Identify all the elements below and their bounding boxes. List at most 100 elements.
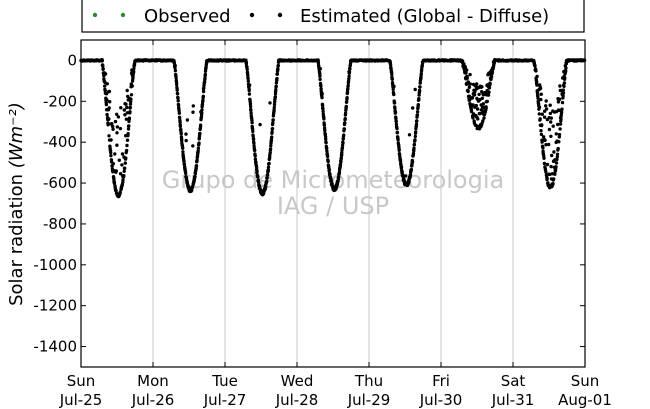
x-tick-label-date: Jul-26	[131, 391, 175, 409]
data-point	[392, 84, 396, 89]
data-point	[485, 99, 489, 104]
data-point	[276, 67, 280, 72]
data-point	[349, 59, 353, 63]
data-point	[121, 178, 125, 182]
data-point	[556, 122, 560, 127]
data-point	[557, 108, 561, 113]
data-point	[178, 116, 182, 120]
data-point	[552, 177, 556, 181]
data-point	[265, 176, 269, 180]
data-point	[107, 117, 111, 121]
data-point	[544, 104, 548, 108]
data-point	[111, 162, 116, 166]
data-point	[395, 130, 400, 135]
data-point	[181, 146, 185, 150]
data-point	[487, 90, 491, 94]
x-tick-label-weekday: Sat	[501, 372, 526, 390]
data-point	[122, 174, 126, 178]
data-point	[184, 171, 188, 176]
data-point	[320, 91, 324, 96]
data-point	[184, 132, 188, 136]
data-point	[244, 61, 249, 65]
data-point	[538, 117, 542, 121]
data-point	[173, 68, 178, 73]
data-point	[329, 179, 334, 183]
data-point	[103, 84, 107, 88]
data-point	[550, 153, 554, 158]
data-point	[122, 108, 127, 112]
data-point	[549, 120, 553, 124]
data-point	[414, 122, 419, 127]
data-point	[132, 69, 136, 74]
data-point	[340, 146, 345, 150]
data-point	[128, 105, 132, 110]
data-point	[533, 64, 537, 68]
data-point	[177, 109, 181, 113]
x-tick-label-weekday: Sun	[67, 372, 96, 390]
data-point	[325, 154, 330, 159]
data-point	[397, 148, 401, 152]
data-point	[412, 142, 417, 147]
data-point	[549, 164, 553, 169]
x-tick-label-weekday: Fri	[432, 372, 450, 390]
data-point	[488, 82, 492, 86]
data-point	[561, 88, 565, 92]
data-point	[391, 87, 395, 92]
data-point	[109, 150, 113, 155]
data-point	[340, 151, 344, 155]
data-point	[123, 166, 127, 170]
data-point	[416, 103, 420, 107]
data-point	[413, 134, 417, 139]
data-point	[109, 138, 113, 142]
data-point	[412, 149, 416, 153]
data-point	[558, 122, 563, 126]
data-point	[120, 163, 124, 167]
data-point	[251, 129, 255, 134]
data-point	[245, 67, 249, 72]
data-point	[544, 170, 548, 174]
data-point	[400, 170, 404, 174]
data-point	[199, 115, 204, 120]
data-point	[176, 96, 180, 100]
data-point	[185, 118, 190, 122]
data-point	[337, 175, 341, 179]
data-point	[347, 74, 351, 79]
data-point	[256, 175, 260, 179]
data-point	[484, 106, 488, 110]
data-point	[271, 121, 275, 125]
data-point	[247, 88, 251, 93]
data-point	[468, 72, 472, 77]
data-point	[268, 151, 272, 155]
plot-area	[81, 40, 585, 367]
data-point	[337, 170, 342, 174]
data-point	[125, 88, 129, 93]
data-point	[534, 69, 538, 73]
data-point	[407, 133, 412, 137]
data-point	[117, 158, 122, 162]
data-point	[470, 96, 475, 100]
data-point	[552, 150, 556, 154]
data-point	[413, 87, 417, 92]
data-point	[398, 159, 403, 163]
data-point	[467, 94, 472, 99]
data-point	[540, 123, 544, 127]
data-point	[173, 63, 177, 68]
data-point	[124, 102, 128, 106]
data-point	[101, 67, 105, 71]
data-point	[193, 171, 198, 176]
y-tick-label: -1000	[33, 256, 77, 274]
data-point	[390, 77, 394, 82]
data-point	[561, 94, 565, 98]
data-point	[475, 82, 479, 86]
data-point	[347, 70, 352, 74]
data-point	[195, 158, 199, 162]
data-point	[417, 89, 422, 93]
data-point	[124, 156, 128, 160]
data-point	[392, 92, 396, 97]
data-point	[344, 104, 348, 109]
data-point	[343, 111, 348, 115]
data-point	[255, 169, 259, 174]
data-point	[393, 110, 398, 115]
data-point	[320, 95, 324, 100]
